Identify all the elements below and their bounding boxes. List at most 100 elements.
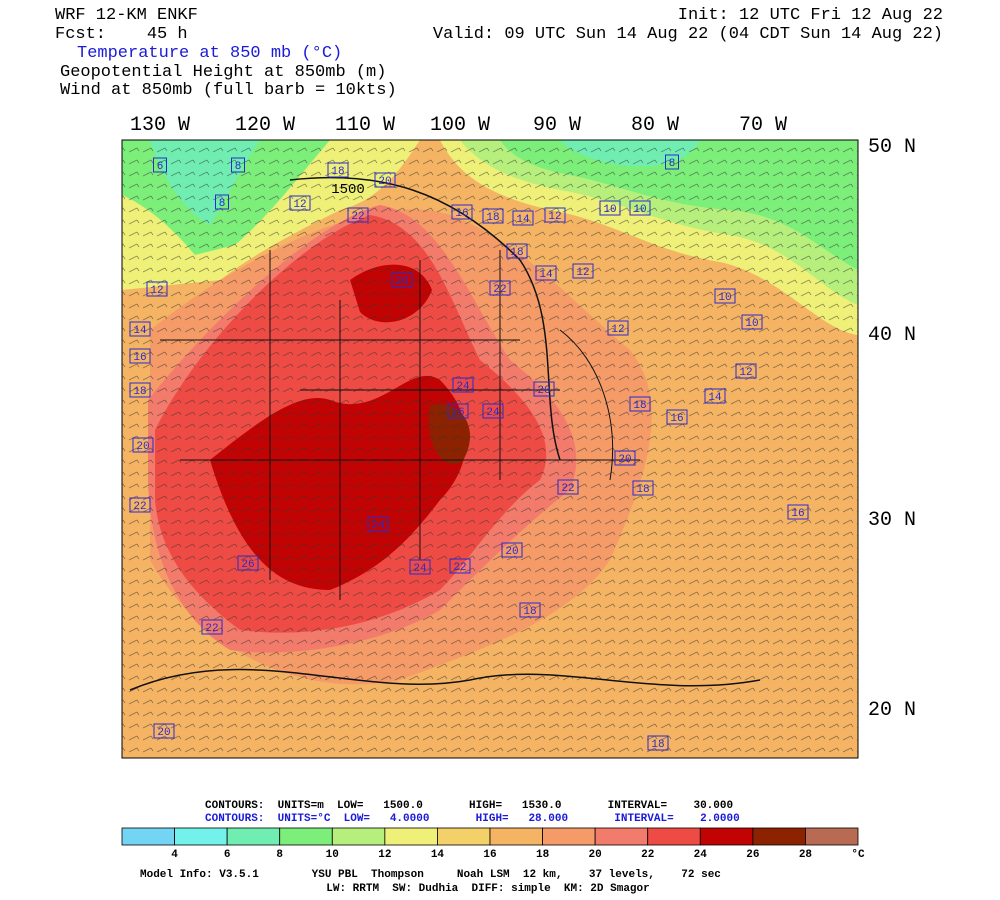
contour-label-box [327,162,349,178]
contour-label: 6 [157,161,164,173]
colorbar-box [437,827,491,846]
contour-label-box [129,321,151,337]
contour-label: 14 [708,392,722,404]
contour-label-box [153,157,167,173]
latitude-label: 30 N [868,509,916,532]
contour-label: 10 [603,204,616,216]
height-field: Geopotential Height at 850mb (m) [60,63,386,82]
contour-label: 20 [136,441,149,453]
init-time: Init: 12 UTC Fri 12 Aug 22 [678,6,943,25]
contour-label: 12 [611,324,624,336]
contour-label: 10 [718,292,731,304]
colorbar-box [647,827,701,846]
contour-label-box [153,723,175,739]
state-borders [160,250,640,600]
contour-label-box [629,200,651,216]
contour-label: 24 [456,381,470,393]
contour-label: 22 [133,501,146,513]
longitude-label: 70 W [739,114,787,137]
contour-label-box [237,555,259,571]
contour-label: 14 [133,325,147,337]
contour-label-box [391,272,413,288]
contour-label-box [714,288,736,304]
contour-label: 12 [548,211,561,223]
contour-label: 24 [486,407,500,419]
colorbar-label: 26 [746,849,759,861]
colorbar-label: 6 [224,849,231,861]
contour-label: 16 [133,352,146,364]
contour-label: 14 [516,214,530,226]
contour-label-box [535,265,557,281]
colorbar-box [489,827,543,846]
wind-field: Wind at 850mb (full barb = 10kts) [60,81,397,100]
contour-label-box [704,388,726,404]
contour-label-box [614,450,636,466]
contour-label-box [506,243,528,259]
colorbar-box [805,827,859,846]
contour-label: 18 [651,739,664,751]
colorbar-label: 18 [536,849,550,861]
physics-info: LW: RRTM SW: Dudhia DIFF: simple KM: 2D … [326,883,649,895]
contour-label-box [289,195,311,211]
contour-label: 18 [133,386,146,398]
contour-label: 18 [636,484,649,496]
contour-label: 8 [219,198,226,210]
contour-label-box [129,497,151,513]
contour-label: 18 [510,247,523,259]
contour-label-box [129,382,151,398]
colorbar-label: 24 [694,849,708,861]
contour-label: 20 [505,546,518,558]
colorbar-label: 22 [641,849,654,861]
contour-label: 22 [453,562,466,574]
colorbar-box [384,827,438,846]
contour-label: 24 [371,520,385,532]
contour-label-box [647,735,669,751]
contour-label-box [501,542,523,558]
contour-label: 22 [561,483,574,495]
contour-label: 14 [539,269,553,281]
contour-label: 26 [451,407,464,419]
contour-label: 20 [618,454,631,466]
colorbar-label: 14 [431,849,445,861]
map-frame [121,139,859,759]
colorbar-label: 12 [378,849,391,861]
contour-label-box [629,396,651,412]
longitude-label: 130 W [130,114,190,137]
model-name: WRF 12-KM ENKF [55,6,198,25]
colorbar-label: 16 [483,849,496,861]
longitude-label: 110 W [335,114,395,137]
wind-barbs [122,140,858,758]
contour-label: 16 [455,208,468,220]
contour-label-box [482,208,504,224]
colorbar-label: 10 [326,849,339,861]
map: 1500 6 8 8 18 20 12 22 16 18 14 12 10 10 8 18 14 12 26 22 1… [122,140,858,758]
contour-label-box [572,263,594,279]
forecast-hour: Fcst: 45 h [55,25,188,44]
valid-time: Valid: 09 UTC Sun 14 Aug 22 (04 CDT Sun … [433,25,943,44]
latitude-label: 40 N [868,324,916,347]
temperature-contour-info: CONTOURS: UNITS=°C LOW= 4.0000 HIGH= 28.… [205,813,740,825]
model-info: Model Info: V3.5.1 YSU PBL Thompson Noah… [140,869,721,881]
longitude-label: 90 W [533,114,581,137]
contour-label: 20 [378,176,391,188]
height-contour [129,668,761,691]
colorbar-box [699,827,754,846]
colorbar-label: 4 [171,849,178,861]
contour-label-box [519,602,541,618]
contour-label: 22 [493,284,506,296]
longitude-label: 120 W [235,114,295,137]
contour-label: 18 [486,212,499,224]
latitude-label: 20 N [868,699,916,722]
height-contour-info: CONTOURS: UNITS=m LOW= 1500.0 HIGH= 1530… [205,800,733,812]
contour-label-box [735,363,757,379]
contour-label: 8 [235,161,242,173]
colorbar-box [594,827,649,846]
colorbar-box [331,827,386,846]
contour-label-box [607,320,629,336]
temperature-field: Temperature at 850 mb (°C) [77,44,342,63]
colorbar-unit: °C [851,849,865,861]
contour-label-box [512,210,534,226]
longitude-label: 80 W [631,114,679,137]
contour-label-box [409,559,431,575]
